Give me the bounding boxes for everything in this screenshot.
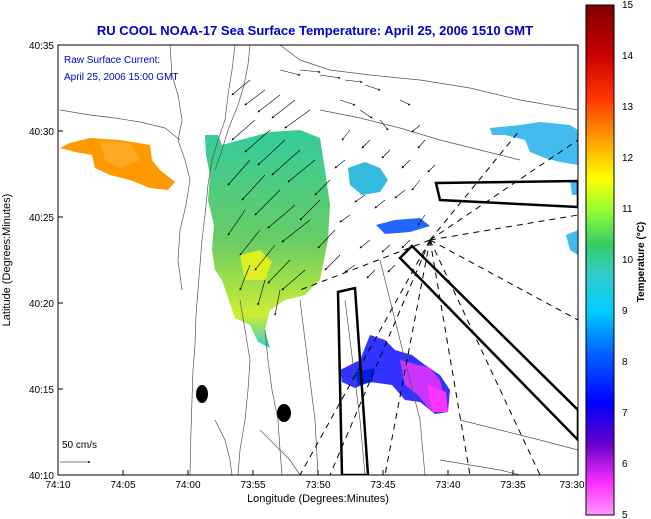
colorbar-tick: 14 (622, 51, 634, 62)
y-tick-label: 40:20 (29, 299, 54, 310)
sst-patch-northeast (490, 122, 578, 165)
colorbar: 15 14 13 12 11 10 9 8 7 6 5 Temperature … (585, 0, 647, 519)
colorbar-tick: 5 (622, 510, 628, 519)
current-annotation-line1: Raw Surface Current: (64, 55, 160, 66)
x-tick-label: 73:40 (435, 480, 460, 491)
x-tick-label: 74:05 (110, 480, 135, 491)
x-tick-label: 73:30 (559, 480, 584, 491)
x-tick-label: 73:55 (240, 480, 265, 491)
map-title: RU COOL NOAA-17 Sea Surface Temperature:… (97, 23, 533, 38)
vector-scale-label: 50 cm/s (62, 440, 97, 451)
x-tick-label: 73:45 (370, 480, 395, 491)
y-tick-label: 40:25 (29, 213, 54, 224)
colorbar-tick: 9 (622, 306, 628, 317)
y-tick-label: 40:15 (29, 385, 54, 396)
x-tick-label: 74:00 (175, 480, 200, 491)
sst-patch-offshore-north (348, 162, 388, 195)
station-dot-2 (277, 404, 291, 422)
x-tick-label: 73:35 (500, 480, 525, 491)
colorbar-tick: 12 (622, 153, 634, 164)
sst-patch-mid-blue (376, 218, 430, 234)
colorbar-tick: 13 (622, 102, 634, 113)
colorbar-tick: 8 (622, 357, 628, 368)
colorbar-tick: 6 (622, 459, 628, 470)
y-tick-label: 40:30 (29, 127, 54, 138)
sst-patch-nearshore (205, 130, 330, 348)
colorbar-gradient (585, 4, 615, 516)
radar-boxes (336, 179, 578, 475)
x-axis-label: Longitude (Degrees:Minutes) (247, 493, 389, 505)
x-axis: 74:10 74:05 74:00 73:55 73:50 73:45 73:4… (45, 470, 585, 505)
sst-patches (60, 122, 578, 414)
map-plot-area (58, 45, 578, 475)
y-tick-label: 40:35 (29, 41, 54, 52)
y-axis: 40:35 40:30 40:25 40:20 40:15 40:10 Lati… (1, 41, 63, 482)
colorbar-tick: 15 (622, 0, 634, 11)
x-tick-label: 74:10 (45, 480, 70, 491)
coastline-contours (59, 45, 578, 475)
y-tick-label: 40:10 (29, 471, 54, 482)
x-tick-label: 73:50 (305, 480, 330, 491)
colorbar-label: Temperature (°C) (636, 222, 647, 303)
colorbar-tick: 11 (622, 204, 633, 215)
radar-dashed-lines (299, 129, 578, 475)
current-vectors (60, 69, 436, 464)
colorbar-tick: 7 (622, 408, 628, 419)
station-dot-1 (196, 385, 208, 403)
y-axis-label: Latitude (Degrees:Minutes) (1, 194, 13, 327)
colorbar-tick: 10 (622, 255, 634, 266)
current-annotation-line2: April 25, 2006 15:00 GMT (64, 72, 179, 83)
